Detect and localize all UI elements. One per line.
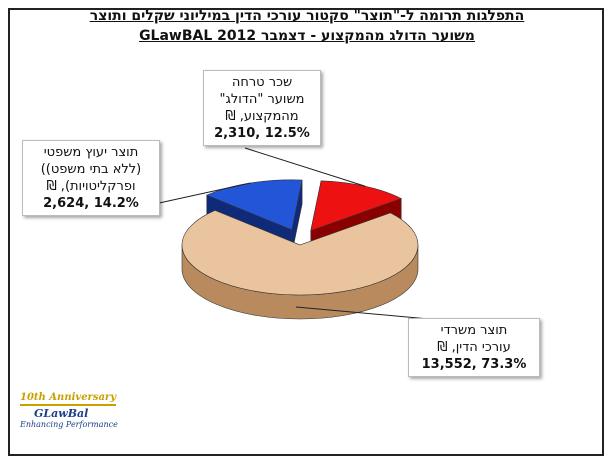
leader-line-legal-advice: [149, 182, 251, 206]
slice-label-fees-line-1: שכר טרחה: [231, 75, 293, 90]
slice-percent-legal-advice: 14.2%: [93, 196, 139, 211]
leader-line-lawfirms: [295, 306, 441, 321]
slice-percent-fees: 12.5%: [264, 126, 310, 141]
slice-label-lawfirms-values: 13,552, 73.3%: [421, 357, 527, 372]
slice-label-legal-advice-line-3: ופרקליטויות), ₪: [46, 179, 136, 194]
slice-label-fees-line-2: משוער "הדולג": [219, 92, 305, 107]
logo-name: GLawBal: [34, 407, 89, 420]
pie-slice-lawfirms: [181, 209, 419, 320]
slice-label-fees-line-3: מהמקצוע, ₪: [225, 109, 299, 124]
pie-slice-top-legal-advice: [206, 179, 303, 231]
slice-label-lawfirms-line-2: עורכי הדין, ₪: [437, 340, 511, 355]
slice-label-fees: שכר טרחה משוער "הדולג" מהמקצוע, ₪ 2,310,…: [203, 70, 321, 146]
slice-label-lawfirms-line-1: תוצר משרדי: [440, 323, 508, 338]
leader-line-fees: [244, 147, 366, 187]
chart-title-line-2: משוער הדולג מהמקצוע - דצמבר 2012 GLawBAL: [139, 28, 475, 44]
slice-label-legal-advice: תוצר יעוץ משפטי (ללא בתי משפט)) ופרקליטו…: [22, 140, 160, 216]
slice-label-legal-advice-values: 2,624, 14.2%: [43, 196, 139, 211]
pie-slice-top-lawfirms: [181, 209, 419, 296]
slice-label-lawfirms: תוצר משרדי עורכי הדין, ₪ 13,552, 73.3%: [408, 318, 540, 377]
slice-label-fees-values: 2,310, 12.5%: [214, 126, 310, 141]
slice-label-legal-advice-line-1: תוצר יעוץ משפטי: [43, 145, 139, 160]
slice-label-legal-advice-line-2: (ללא בתי משפט)): [40, 162, 142, 177]
logo-anniversary: 10th Anniversary: [20, 392, 117, 403]
logo-tagline: Enhancing Performance: [20, 420, 118, 429]
chart-title-line-1: התפלגות תרומה ל-"תוצר" סקטור עורכי הדין …: [89, 8, 525, 24]
slice-percent-lawfirms: 73.3%: [481, 357, 527, 372]
logo-rule: [20, 404, 116, 406]
slice-value-fees: 2,310: [214, 126, 256, 141]
glawbal-logo: 10th Anniversary GLawBal Enhancing Perfo…: [20, 392, 130, 429]
slice-value-lawfirms: 13,552: [421, 357, 472, 372]
chart-title: התפלגות תרומה ל-"תוצר" סקטור עורכי הדין …: [20, 6, 594, 46]
slice-value-legal-advice: 2,624: [43, 196, 85, 211]
